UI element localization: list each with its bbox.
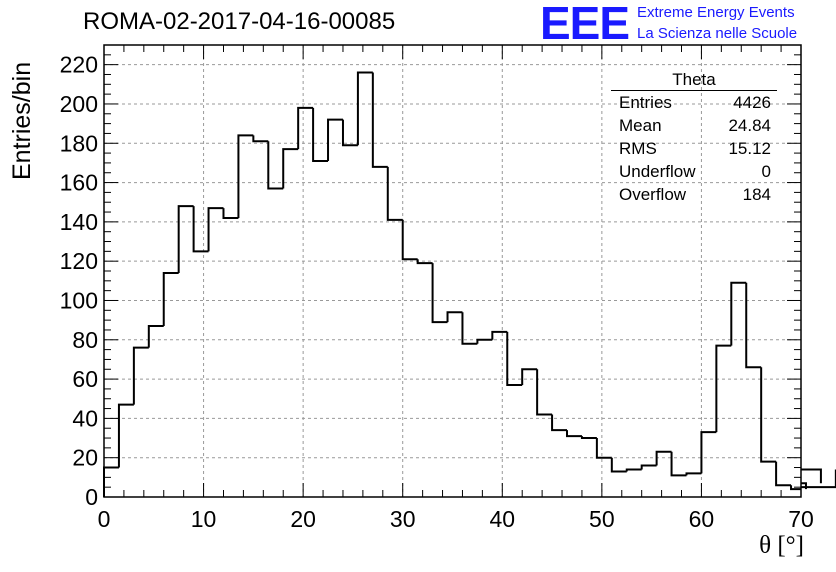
histogram-bin xyxy=(566,430,582,438)
stat-row: Mean 24.84 xyxy=(611,114,777,137)
histogram-bin xyxy=(222,208,239,219)
histogram-bin xyxy=(386,166,403,221)
histogram-bin xyxy=(461,312,478,345)
histogram-bin xyxy=(610,457,627,473)
histogram-bin xyxy=(685,472,702,476)
logo-line-1: Extreme Energy Events xyxy=(637,4,795,21)
y-tick-label: 40 xyxy=(72,405,98,431)
histogram-bin xyxy=(297,106,314,150)
axis-ticks xyxy=(103,44,802,498)
chart-title: ROMA-02-2017-04-16-00085 xyxy=(83,8,396,35)
histogram-bin xyxy=(790,485,801,491)
histogram-bin xyxy=(237,134,254,218)
histogram-bin xyxy=(177,205,194,273)
y-tick-label: 120 xyxy=(60,248,98,274)
stat-row: Underflow 0 xyxy=(611,160,777,183)
histogram-bin xyxy=(745,282,762,369)
histogram-bin xyxy=(506,331,523,386)
histogram-bin xyxy=(312,107,329,162)
y-axis-label: Entries/bin xyxy=(8,61,36,180)
stat-value: 4426 xyxy=(733,93,771,112)
x-tick-label: 70 xyxy=(788,506,814,532)
histogram-bin xyxy=(162,271,179,327)
histogram-bin xyxy=(551,414,568,432)
y-tick-label: 80 xyxy=(72,327,98,353)
y-tick-label: 160 xyxy=(60,170,98,196)
logo-line-2: La Scienza nelle Scuole xyxy=(637,25,798,42)
histogram-bin xyxy=(491,330,508,340)
histogram-bin xyxy=(327,118,343,161)
histogram-bin xyxy=(117,403,134,468)
histogram-bin xyxy=(521,368,538,385)
tick-labels: 0 10 20 30 40 50 60 70 0 20 40 60 80 100 120 140 160 180 2… xyxy=(60,52,814,532)
histogram-bin xyxy=(640,464,657,470)
y-tick-label: 200 xyxy=(60,91,98,117)
stat-label: RMS xyxy=(619,139,657,158)
histogram-bin xyxy=(760,367,777,463)
histogram-bin xyxy=(252,135,269,143)
stat-value: 0 xyxy=(761,162,771,181)
histogram-bin xyxy=(103,466,119,497)
stat-value: 184 xyxy=(742,185,771,204)
histogram-series xyxy=(103,71,836,497)
histogram-bin xyxy=(401,219,418,261)
histogram-bin xyxy=(625,468,642,472)
x-tick-label: 10 xyxy=(191,506,217,532)
histogram-bin xyxy=(356,71,373,146)
x-tick-label: 50 xyxy=(589,506,615,532)
histogram-bin xyxy=(147,325,164,348)
x-tick-label: 40 xyxy=(489,506,515,532)
y-tick-label: 100 xyxy=(60,287,98,313)
stat-value: 24.84 xyxy=(728,116,771,135)
eee-logo: EEE xyxy=(540,0,630,49)
stats-title: Theta xyxy=(611,70,777,91)
stats-box: Theta Entries 4426 Mean 24.84 RMS 15.12 Und… xyxy=(611,70,777,206)
stat-label: Underflow xyxy=(619,162,696,181)
histogram-bin xyxy=(670,451,687,477)
histogram-bin xyxy=(715,344,732,433)
stat-label: Mean xyxy=(619,116,662,135)
y-tick-label: 180 xyxy=(60,130,98,156)
histogram-bin xyxy=(595,438,612,459)
x-tick-label: 0 xyxy=(98,506,111,532)
histogram-bin xyxy=(536,369,553,416)
histogram-bin xyxy=(730,281,747,346)
stat-value: 15.12 xyxy=(728,139,771,158)
x-tick-label: 30 xyxy=(390,506,416,532)
histogram-bin xyxy=(207,207,224,252)
stat-label: Overflow xyxy=(619,185,687,204)
histogram-bin xyxy=(267,141,284,190)
y-tick-label: 20 xyxy=(72,445,98,471)
y-tick-label: 60 xyxy=(72,366,98,392)
grid-lines xyxy=(104,45,801,497)
stat-row: Entries 4426 xyxy=(611,91,777,114)
histogram-bin xyxy=(655,450,672,466)
x-axis-label: θ [°] xyxy=(759,532,804,559)
stat-row: Overflow 184 xyxy=(611,183,777,206)
y-tick-label: 0 xyxy=(85,484,98,510)
histogram-bin xyxy=(431,263,448,324)
stat-label: Entries xyxy=(619,93,672,112)
histogram-bin xyxy=(341,119,358,147)
histogram-bin xyxy=(192,206,209,253)
histogram-bin xyxy=(446,311,463,323)
histogram-bin xyxy=(801,468,822,484)
x-tick-label: 20 xyxy=(290,506,316,532)
y-tick-label: 220 xyxy=(60,52,98,78)
x-tick-label: 60 xyxy=(689,506,715,532)
histogram-bin xyxy=(282,148,299,189)
y-tick-label: 140 xyxy=(60,209,98,235)
stat-row: RMS 15.12 xyxy=(611,137,777,160)
histogram-bin xyxy=(700,431,717,474)
histogram-bin xyxy=(775,461,792,487)
histogram-bin xyxy=(476,338,493,344)
histogram-bin xyxy=(371,72,388,168)
histogram-bin xyxy=(132,346,149,405)
histogram-bin xyxy=(416,259,433,265)
histogram-bin xyxy=(580,436,597,440)
